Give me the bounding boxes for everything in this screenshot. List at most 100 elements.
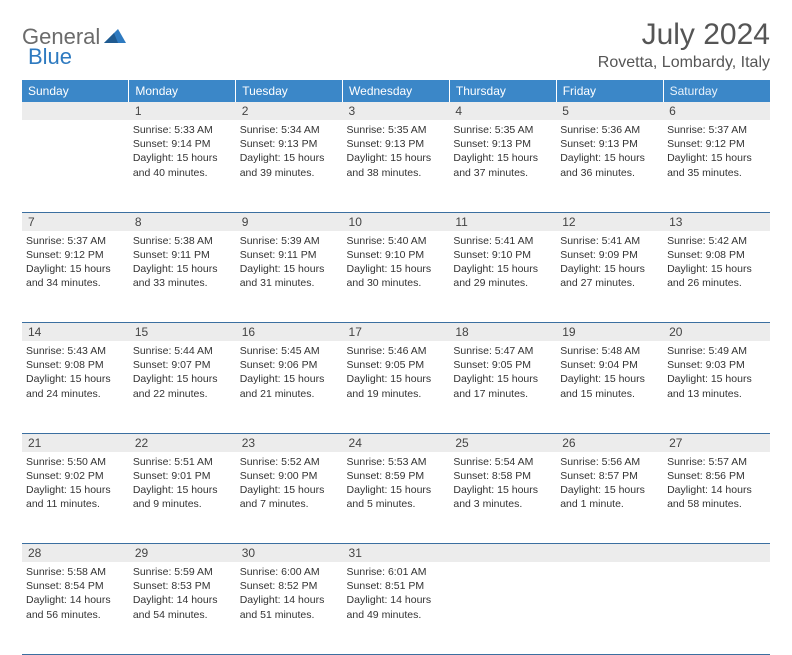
title-block: July 2024 Rovetta, Lombardy, Italy <box>598 18 770 72</box>
sunset-line: Sunset: 9:06 PM <box>240 358 339 372</box>
day-content: Sunrise: 5:48 AMSunset: 9:04 PMDaylight:… <box>560 344 659 401</box>
sunrise-line: Sunrise: 5:37 AM <box>26 234 125 248</box>
day-number: 28 <box>22 544 129 563</box>
day-number: 29 <box>129 544 236 563</box>
day-cell: Sunrise: 5:54 AMSunset: 8:58 PMDaylight:… <box>449 452 556 544</box>
day-number-row: 123456 <box>22 102 770 120</box>
day-number: 13 <box>663 212 770 231</box>
day-content: Sunrise: 5:58 AMSunset: 8:54 PMDaylight:… <box>26 565 125 622</box>
sunrise-line: Sunrise: 6:00 AM <box>240 565 339 579</box>
sunrise-line: Sunrise: 5:42 AM <box>667 234 766 248</box>
day-content: Sunrise: 5:44 AMSunset: 9:07 PMDaylight:… <box>133 344 232 401</box>
day-number: 7 <box>22 212 129 231</box>
day-cell: Sunrise: 5:44 AMSunset: 9:07 PMDaylight:… <box>129 341 236 433</box>
day-number: 30 <box>236 544 343 563</box>
day-content: Sunrise: 5:37 AMSunset: 9:12 PMDaylight:… <box>26 234 125 291</box>
daylight-line: Daylight: 15 hours and 24 minutes. <box>26 372 125 400</box>
day-cell: Sunrise: 5:41 AMSunset: 9:10 PMDaylight:… <box>449 231 556 323</box>
day-number-row: 78910111213 <box>22 212 770 231</box>
day-number: 18 <box>449 323 556 342</box>
sunset-line: Sunset: 9:08 PM <box>667 248 766 262</box>
day-cell: Sunrise: 5:37 AMSunset: 9:12 PMDaylight:… <box>663 120 770 212</box>
day-content: Sunrise: 5:56 AMSunset: 8:57 PMDaylight:… <box>560 455 659 512</box>
sunset-line: Sunset: 8:58 PM <box>453 469 552 483</box>
day-number: 2 <box>236 102 343 120</box>
day-cell: Sunrise: 5:45 AMSunset: 9:06 PMDaylight:… <box>236 341 343 433</box>
sunset-line: Sunset: 9:11 PM <box>240 248 339 262</box>
weekday-header: Sunday <box>22 80 129 102</box>
sunrise-line: Sunrise: 5:41 AM <box>453 234 552 248</box>
day-content: Sunrise: 5:57 AMSunset: 8:56 PMDaylight:… <box>667 455 766 512</box>
day-cell: Sunrise: 5:57 AMSunset: 8:56 PMDaylight:… <box>663 452 770 544</box>
daylight-line: Daylight: 15 hours and 38 minutes. <box>347 151 446 179</box>
daylight-line: Daylight: 15 hours and 31 minutes. <box>240 262 339 290</box>
logo-triangle-icon <box>104 27 126 48</box>
sunrise-line: Sunrise: 5:34 AM <box>240 123 339 137</box>
sunset-line: Sunset: 8:57 PM <box>560 469 659 483</box>
sunrise-line: Sunrise: 5:46 AM <box>347 344 446 358</box>
day-content: Sunrise: 6:00 AMSunset: 8:52 PMDaylight:… <box>240 565 339 622</box>
daylight-line: Daylight: 14 hours and 49 minutes. <box>347 593 446 621</box>
day-content: Sunrise: 6:01 AMSunset: 8:51 PMDaylight:… <box>347 565 446 622</box>
day-cell: Sunrise: 5:58 AMSunset: 8:54 PMDaylight:… <box>22 562 129 654</box>
daylight-line: Daylight: 15 hours and 35 minutes. <box>667 151 766 179</box>
day-number: 23 <box>236 433 343 452</box>
day-number: 22 <box>129 433 236 452</box>
day-number-row: 28293031 <box>22 544 770 563</box>
day-content: Sunrise: 5:34 AMSunset: 9:13 PMDaylight:… <box>240 123 339 180</box>
weekday-header: Saturday <box>663 80 770 102</box>
sunset-line: Sunset: 9:13 PM <box>347 137 446 151</box>
day-number: 11 <box>449 212 556 231</box>
sunset-line: Sunset: 9:05 PM <box>453 358 552 372</box>
day-number <box>22 102 129 120</box>
sunrise-line: Sunrise: 5:47 AM <box>453 344 552 358</box>
sunrise-line: Sunrise: 5:33 AM <box>133 123 232 137</box>
sunrise-line: Sunrise: 5:39 AM <box>240 234 339 248</box>
daylight-line: Daylight: 15 hours and 5 minutes. <box>347 483 446 511</box>
day-content: Sunrise: 5:35 AMSunset: 9:13 PMDaylight:… <box>347 123 446 180</box>
day-cell: Sunrise: 5:36 AMSunset: 9:13 PMDaylight:… <box>556 120 663 212</box>
daylight-line: Daylight: 15 hours and 27 minutes. <box>560 262 659 290</box>
logo-blue-line2: Blue <box>28 44 72 70</box>
daylight-line: Daylight: 15 hours and 36 minutes. <box>560 151 659 179</box>
sunset-line: Sunset: 9:01 PM <box>133 469 232 483</box>
daylight-line: Daylight: 15 hours and 3 minutes. <box>453 483 552 511</box>
day-content: Sunrise: 5:54 AMSunset: 8:58 PMDaylight:… <box>453 455 552 512</box>
week-row: Sunrise: 5:43 AMSunset: 9:08 PMDaylight:… <box>22 341 770 433</box>
sunset-line: Sunset: 9:14 PM <box>133 137 232 151</box>
day-number-row: 14151617181920 <box>22 323 770 342</box>
sunset-line: Sunset: 8:54 PM <box>26 579 125 593</box>
daylight-line: Daylight: 15 hours and 1 minute. <box>560 483 659 511</box>
day-number: 10 <box>343 212 450 231</box>
sunset-line: Sunset: 9:10 PM <box>453 248 552 262</box>
day-number: 3 <box>343 102 450 120</box>
daylight-line: Daylight: 14 hours and 51 minutes. <box>240 593 339 621</box>
day-content: Sunrise: 5:42 AMSunset: 9:08 PMDaylight:… <box>667 234 766 291</box>
day-content: Sunrise: 5:50 AMSunset: 9:02 PMDaylight:… <box>26 455 125 512</box>
sunrise-line: Sunrise: 6:01 AM <box>347 565 446 579</box>
day-content: Sunrise: 5:41 AMSunset: 9:09 PMDaylight:… <box>560 234 659 291</box>
sunset-line: Sunset: 9:02 PM <box>26 469 125 483</box>
day-content: Sunrise: 5:51 AMSunset: 9:01 PMDaylight:… <box>133 455 232 512</box>
daylight-line: Daylight: 15 hours and 33 minutes. <box>133 262 232 290</box>
daylight-line: Daylight: 15 hours and 19 minutes. <box>347 372 446 400</box>
daylight-line: Daylight: 15 hours and 17 minutes. <box>453 372 552 400</box>
sunrise-line: Sunrise: 5:54 AM <box>453 455 552 469</box>
sunset-line: Sunset: 8:51 PM <box>347 579 446 593</box>
day-cell <box>449 562 556 654</box>
sunset-line: Sunset: 9:00 PM <box>240 469 339 483</box>
day-cell: Sunrise: 5:49 AMSunset: 9:03 PMDaylight:… <box>663 341 770 433</box>
day-cell <box>556 562 663 654</box>
weekday-header: Monday <box>129 80 236 102</box>
day-cell: Sunrise: 5:56 AMSunset: 8:57 PMDaylight:… <box>556 452 663 544</box>
day-number: 16 <box>236 323 343 342</box>
day-number: 24 <box>343 433 450 452</box>
sunset-line: Sunset: 8:59 PM <box>347 469 446 483</box>
sunset-line: Sunset: 9:13 PM <box>453 137 552 151</box>
sunset-line: Sunset: 8:56 PM <box>667 469 766 483</box>
day-content: Sunrise: 5:53 AMSunset: 8:59 PMDaylight:… <box>347 455 446 512</box>
week-row: Sunrise: 5:33 AMSunset: 9:14 PM Daylight:… <box>22 120 770 212</box>
day-cell: Sunrise: 5:43 AMSunset: 9:08 PMDaylight:… <box>22 341 129 433</box>
day-number: 21 <box>22 433 129 452</box>
day-number: 1 <box>129 102 236 120</box>
